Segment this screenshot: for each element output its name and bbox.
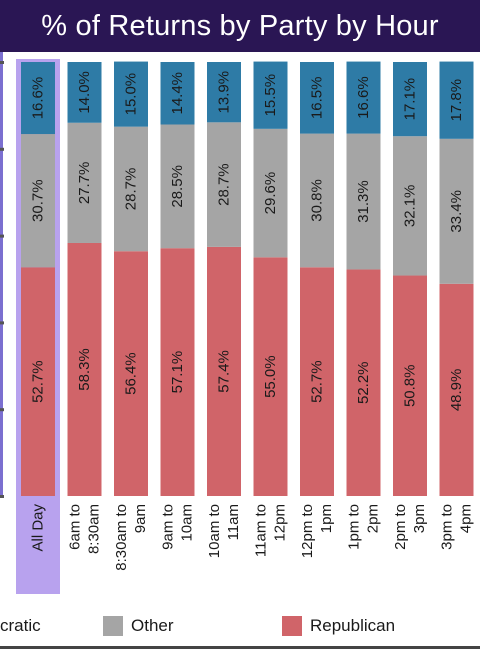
- x-tick-label: 2pm to: [392, 504, 409, 550]
- bar-segment-republican: [207, 246, 241, 496]
- data-label-other: 30.8%: [309, 179, 326, 222]
- bar-segment-other: [439, 138, 474, 284]
- bar-segment-other: [207, 122, 241, 247]
- bar-segment-republican: [439, 283, 474, 496]
- x-tick-label: 12pm to: [299, 504, 316, 558]
- data-label-democratic: 17.1%: [402, 78, 419, 121]
- bar-segment-democratic: [114, 61, 148, 127]
- bar-segment-republican: [67, 242, 102, 496]
- bar-segment-democratic: [253, 61, 288, 129]
- x-tick-label: 12pm: [272, 504, 289, 542]
- legend-democratic: cratic: [0, 616, 41, 636]
- y-tick-mark: [0, 495, 4, 498]
- data-label-other: 27.7%: [76, 162, 93, 205]
- data-label-democratic: 15.0%: [123, 73, 140, 116]
- x-tick-label: 1pm: [318, 504, 335, 533]
- y-tick-mark: [0, 321, 4, 325]
- x-tick-label: All Day: [30, 504, 47, 552]
- data-label-republican: 56.4%: [123, 352, 140, 395]
- data-label-republican: 58.3%: [76, 348, 93, 391]
- bar-segment-other: [21, 134, 55, 268]
- legend-other-label: Other: [131, 616, 174, 635]
- bar-segment-other: [67, 122, 102, 243]
- bar-segment-other: [253, 128, 288, 258]
- bar-segment-republican: [393, 275, 427, 496]
- bar-segment-republican: [114, 251, 148, 496]
- bar-segment-republican: [346, 269, 381, 496]
- data-label-republican: 57.1%: [169, 351, 186, 394]
- x-tick-label: 11am: [225, 504, 242, 540]
- data-label-other: 28.7%: [216, 163, 233, 206]
- bar-segment-democratic: [21, 62, 55, 135]
- legend-other-swatch: [103, 616, 123, 636]
- data-label-republican: 48.9%: [448, 369, 465, 412]
- data-label-other: 31.3%: [355, 180, 372, 223]
- legend: cratic Other Republican: [0, 606, 480, 650]
- y-tick-mark: [0, 408, 4, 412]
- data-label-republican: 55.0%: [262, 355, 279, 398]
- data-label-other: 28.5%: [169, 165, 186, 208]
- x-tick-label: 1pm to: [346, 504, 363, 550]
- data-label-republican: 50.8%: [402, 364, 419, 407]
- data-label-republican: 52.7%: [30, 360, 47, 403]
- x-tick-label: 11am to: [253, 504, 270, 557]
- data-label-other: 30.7%: [30, 179, 47, 222]
- bar-segment-democratic: [160, 62, 195, 125]
- x-tick-label: 9am: [132, 504, 149, 533]
- bar-segment-republican: [253, 257, 288, 496]
- data-label-democratic: 14.4%: [169, 72, 186, 115]
- y-tick-mark: [0, 61, 4, 64]
- x-tick-label: 3pm to: [439, 504, 456, 550]
- x-tick-label: 3pm: [411, 504, 428, 533]
- data-label-democratic: 15.5%: [262, 74, 279, 117]
- x-tick-label: 8:30am: [86, 504, 103, 554]
- data-label-other: 33.4%: [448, 190, 465, 233]
- data-label-republican: 52.7%: [309, 360, 326, 403]
- x-tick-label: 6am to: [67, 504, 84, 550]
- data-label-other: 29.6%: [262, 172, 279, 215]
- x-tick-label: 10am: [179, 504, 196, 542]
- legend-democratic-label: cratic: [0, 616, 41, 635]
- bar-segment-democratic: [300, 62, 334, 134]
- bar-segment-republican: [300, 267, 334, 496]
- bar-segment-other: [300, 133, 334, 268]
- data-label-democratic: 16.6%: [30, 77, 47, 120]
- bar-segment-democratic: [346, 61, 381, 134]
- bar-segment-democratic: [67, 62, 102, 123]
- stacked-bar-chart: 52.7% 30.7% 16.6% All Day 58.3% 27.7% 14.0% 6am…: [0, 59, 475, 594]
- bottom-rule: [0, 646, 480, 649]
- data-label-other: 28.7%: [123, 168, 140, 211]
- bar-segment-democratic: [439, 61, 474, 139]
- bar-segment-republican: [21, 267, 55, 496]
- x-tick-label: 10am to: [206, 504, 223, 558]
- legend-other: Other: [103, 616, 174, 636]
- legend-republican-label: Republican: [310, 616, 396, 635]
- x-tick-label: 2pm: [365, 504, 382, 533]
- bar-segment-republican: [160, 248, 195, 496]
- bar-segment-other: [160, 124, 195, 249]
- legend-republican-swatch: [282, 616, 302, 636]
- chart-title: % of Returns by Party by Hour: [0, 0, 480, 52]
- bar-segment-other: [114, 126, 148, 252]
- data-label-other: 32.1%: [402, 185, 419, 228]
- bar-segment-other: [393, 136, 427, 276]
- data-label-democratic: 17.8%: [448, 79, 465, 122]
- data-label-democratic: 13.9%: [216, 71, 233, 114]
- legend-republican: Republican: [282, 616, 395, 636]
- bar-segment-other: [346, 133, 381, 270]
- y-tick-mark: [0, 147, 4, 151]
- y-tick-mark: [0, 234, 4, 238]
- left-divider: [0, 52, 3, 496]
- data-label-democratic: 16.5%: [309, 77, 326, 120]
- data-label-democratic: 16.6%: [355, 76, 372, 119]
- x-tick-label: 8:30am to: [113, 504, 130, 571]
- data-label-republican: 52.2%: [355, 361, 372, 404]
- data-label-republican: 57.4%: [216, 350, 233, 393]
- x-tick-label: 9am to: [160, 504, 177, 550]
- bar-segment-democratic: [393, 62, 427, 137]
- x-tick-label: 4pm: [458, 504, 475, 533]
- data-label-democratic: 14.0%: [76, 71, 93, 114]
- bar-segment-democratic: [207, 62, 241, 123]
